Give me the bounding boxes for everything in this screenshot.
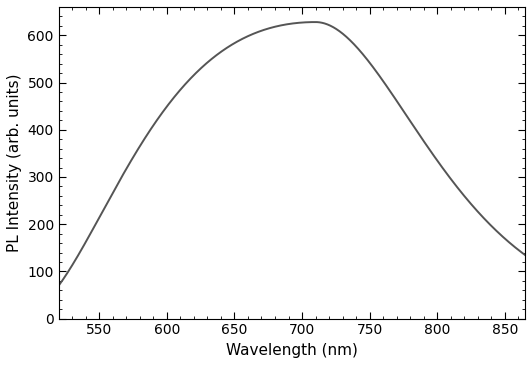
Y-axis label: PL Intensity (arb. units): PL Intensity (arb. units) <box>7 73 22 252</box>
X-axis label: Wavelength (nm): Wavelength (nm) <box>226 343 358 358</box>
